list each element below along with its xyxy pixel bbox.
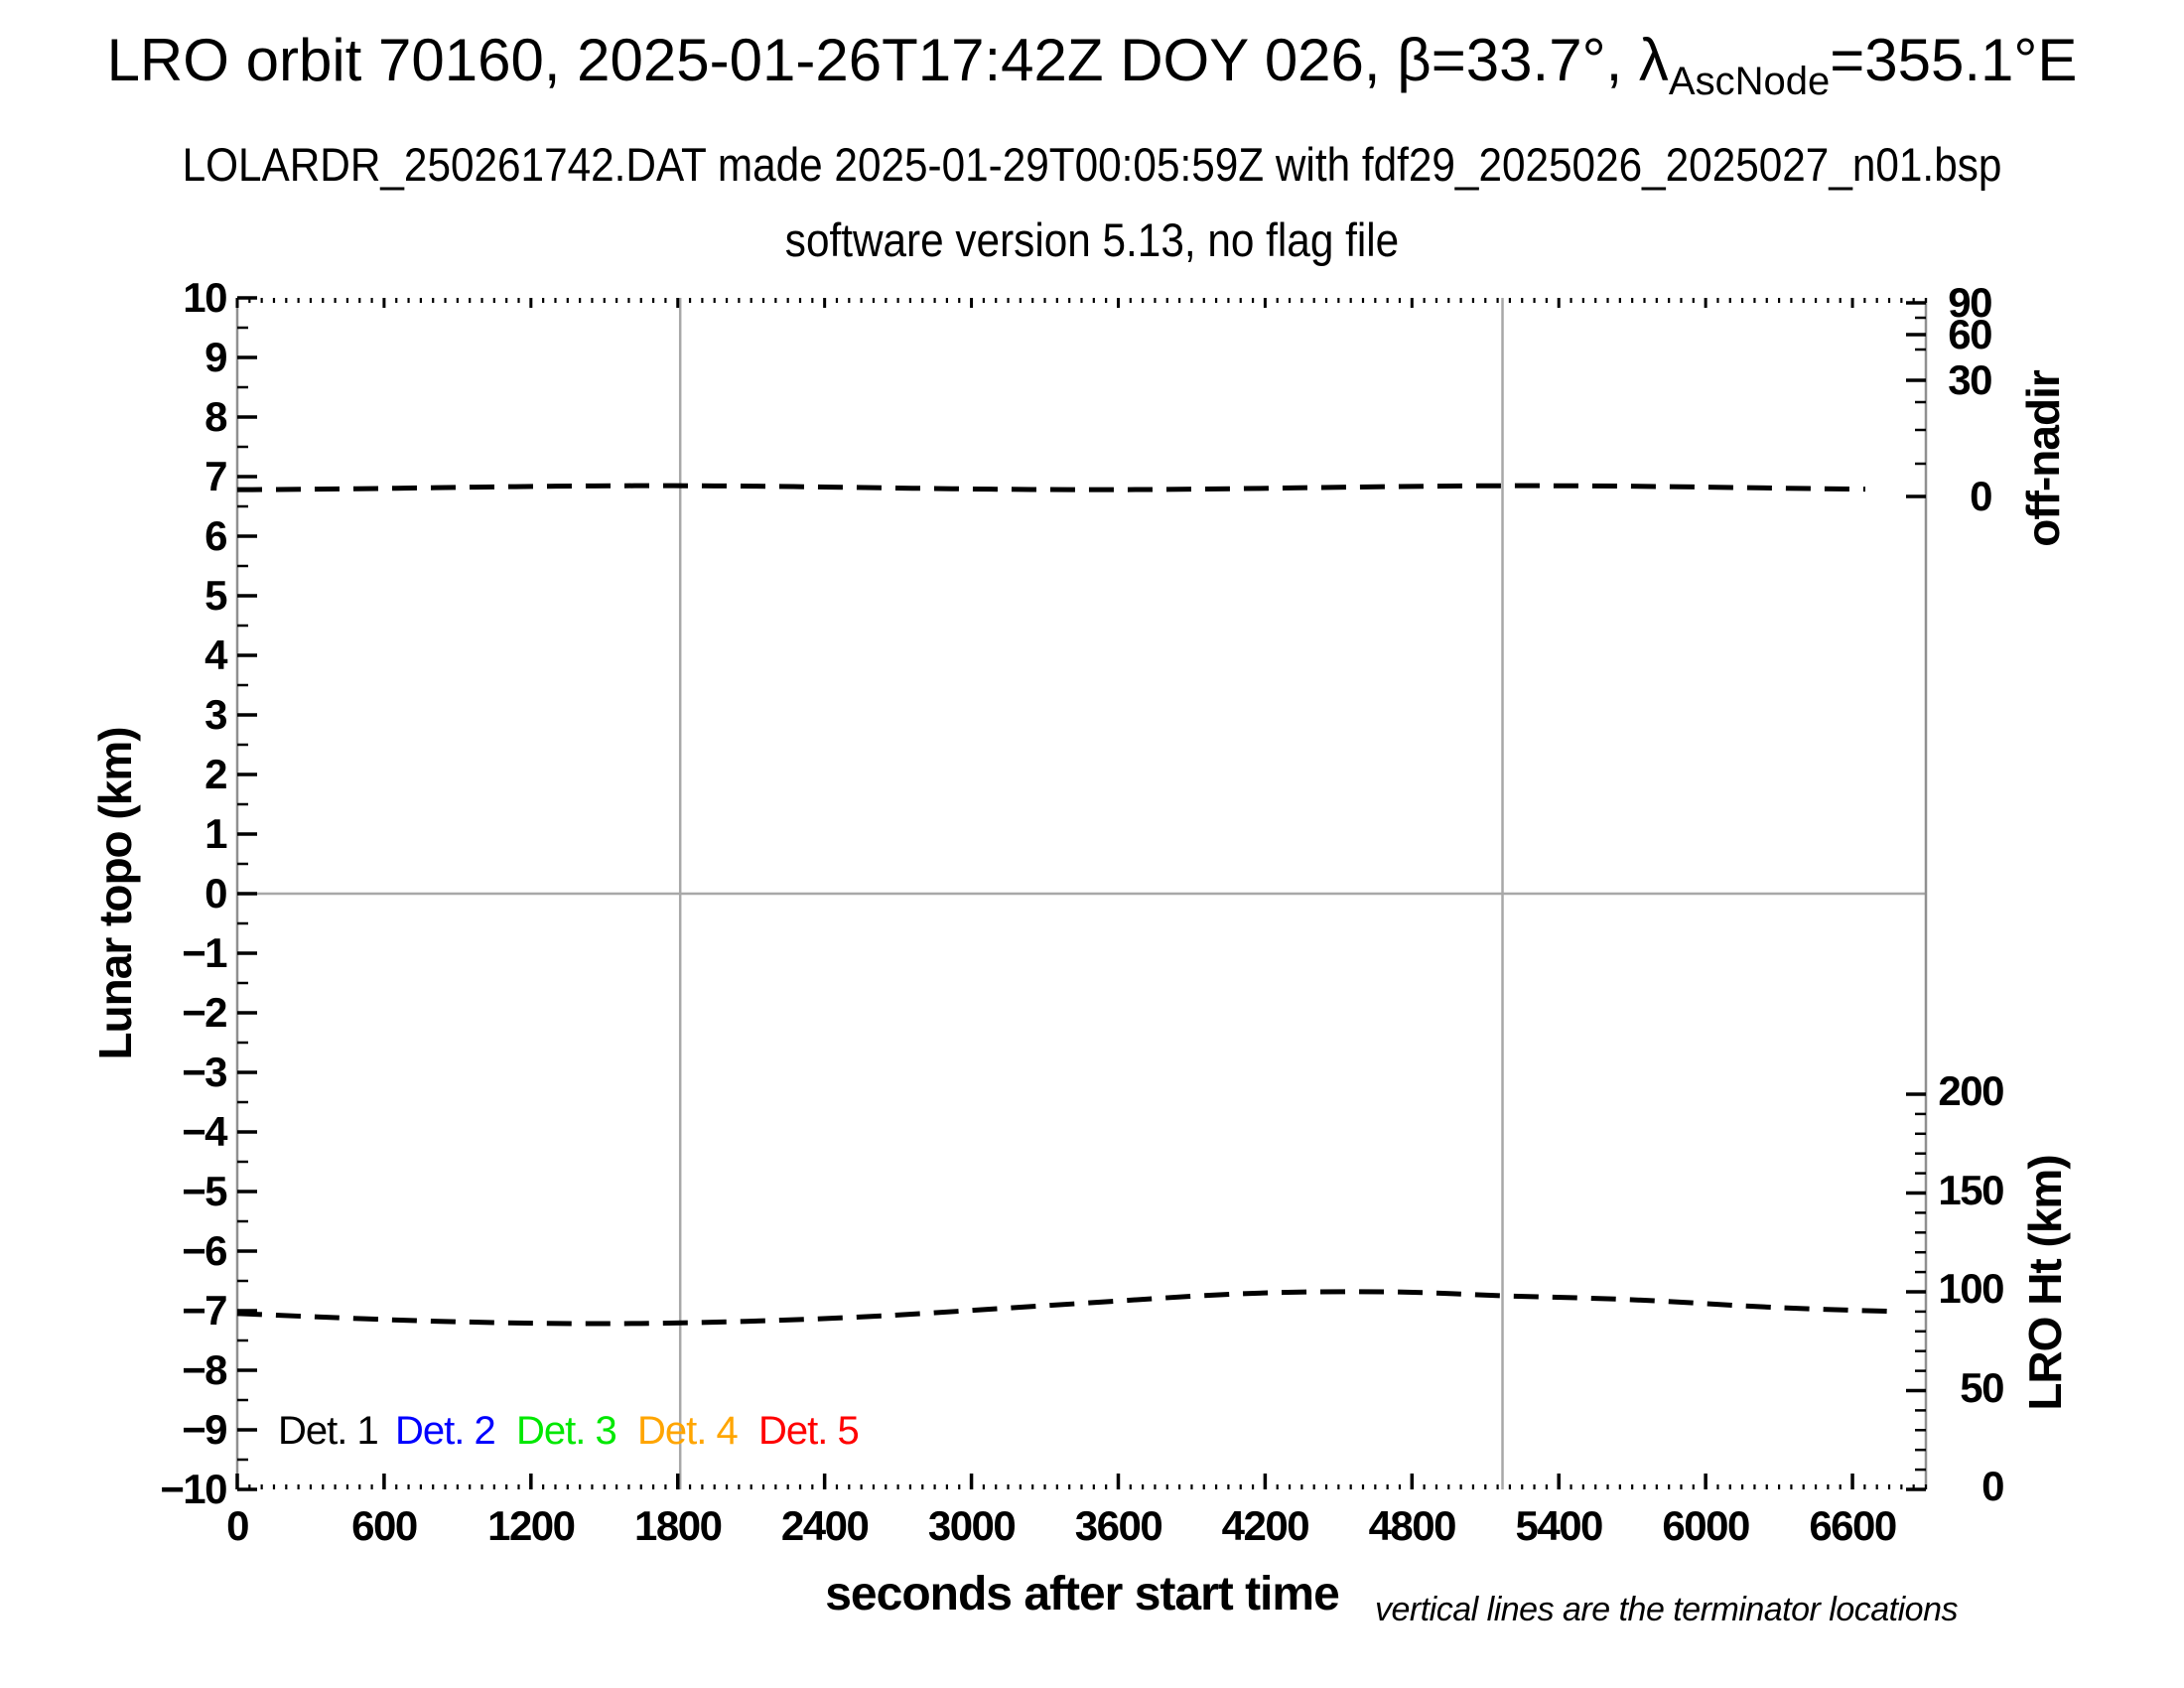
figure-title-suffix: =355.1°E: [1830, 27, 2078, 93]
legend-item-det1: Det. 1: [278, 1409, 379, 1453]
lro-height-axis-title: LRO Ht (km): [2019, 1155, 2071, 1411]
x-tick-label: 5400: [1515, 1502, 1603, 1549]
y-left-tick-label: −8: [182, 1346, 227, 1393]
axis-ticks: [235, 296, 1928, 1491]
y-left-tick-label: 2: [205, 751, 227, 797]
y-left-tick-label: 4: [205, 632, 227, 678]
legend-item-det3: Det. 3: [516, 1409, 617, 1453]
y-left-tick-label: 9: [205, 334, 227, 380]
off-nadir-tick-label: 90: [1948, 279, 1992, 326]
off-nadir-tick-label: 60: [1948, 311, 1992, 357]
legend-item-det2: Det. 2: [395, 1409, 496, 1453]
y-left-tick-label: −4: [182, 1108, 227, 1155]
y-left-tick-label: 1: [205, 810, 227, 857]
terminator-footnote: vertical lines are the terminator locati…: [1375, 1591, 1959, 1628]
terminator-lines: [678, 298, 1504, 1489]
off-nadir-tick-label: 30: [1948, 356, 1992, 403]
figure-title-main: LRO orbit 70160, 2025-01-26T17:42Z DOY 0…: [106, 27, 1669, 93]
lro-ht-tick-label: 200: [1938, 1067, 2004, 1114]
x-tick-label: 3000: [927, 1502, 1017, 1549]
x-tick-label: 6000: [1662, 1502, 1750, 1549]
y-left-tick-label: 8: [205, 393, 227, 440]
y-left-tick-label: 7: [205, 453, 227, 499]
y-left-tick-label: 10: [183, 274, 227, 321]
x-tick-label: 1800: [634, 1502, 723, 1549]
legend-item-det4: Det. 4: [637, 1409, 739, 1453]
y-left-tick-label: −6: [182, 1227, 227, 1274]
x-tick-label: 1200: [487, 1502, 576, 1549]
x-axis-title: seconds after start time: [825, 1568, 1340, 1620]
lro-ht-tick-label: 50: [1960, 1363, 2004, 1411]
y-left-tick-label: 0: [205, 870, 227, 916]
lro-ht-tick-label: 100: [1938, 1265, 2004, 1312]
y-left-tick-label: −5: [182, 1168, 227, 1214]
x-tick-label: 4200: [1221, 1502, 1310, 1549]
y-left-axis-title: Lunar topo (km): [89, 727, 141, 1060]
y-left-tick-label: −7: [182, 1287, 227, 1334]
y-left-tick-label: −2: [182, 989, 227, 1036]
lro-ht-tick-label: 0: [1981, 1463, 2004, 1509]
figure-title-subscript: AscNode: [1668, 60, 1831, 103]
x-tick-label: 4800: [1368, 1502, 1457, 1549]
x-tick-label: 2400: [780, 1502, 870, 1549]
off-nadir-curve: [236, 483, 1866, 492]
y-left-tick-label: 5: [205, 572, 227, 619]
legend-item-det5: Det. 5: [758, 1409, 860, 1453]
off-nadir-axis-title: off-nadir: [2017, 370, 2069, 547]
x-tick-label: 600: [351, 1502, 418, 1549]
lro-ht-tick-label: 150: [1938, 1166, 2004, 1213]
figure-subtitle-version: software version 5.13, no flag file: [784, 213, 1400, 266]
x-tick-label: 0: [226, 1502, 249, 1549]
off-nadir-tick-label: 0: [1970, 473, 1992, 519]
figure-title: LRO orbit 70160, 2025-01-26T17:42Z DOY 0…: [0, 26, 2184, 104]
y-left-tick-label: 6: [205, 512, 227, 559]
y-left-tick-label: −1: [182, 929, 227, 976]
y-left-tick-label: 3: [205, 691, 227, 738]
y-left-tick-label: −10: [160, 1466, 227, 1512]
x-tick-label: 6600: [1809, 1502, 1897, 1549]
y-left-tick-label: −9: [182, 1406, 227, 1453]
figure-subtitle: LOLARDR_250261742.DAT made 2025-01-29T00…: [182, 138, 2002, 191]
x-tick-label: 3600: [1074, 1502, 1163, 1549]
y-left-tick-label: −3: [182, 1049, 227, 1095]
lro-height-curve: [236, 1289, 1899, 1327]
